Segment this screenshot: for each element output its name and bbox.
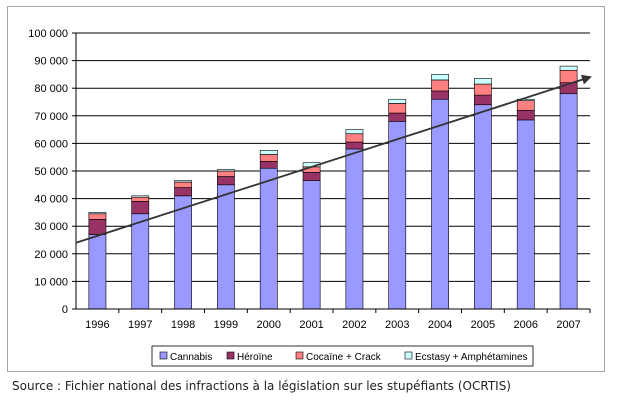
- y-tick-label: 80 000: [34, 83, 68, 95]
- legend-label: Héroïne: [237, 352, 273, 363]
- bar-segment: [388, 121, 407, 310]
- bar-segment: [388, 112, 407, 122]
- x-tick-label: 2002: [342, 319, 366, 331]
- bar-segment: [559, 93, 578, 310]
- legend-swatch: [226, 351, 235, 360]
- bar-segment: [474, 104, 492, 310]
- bar-segment: [217, 176, 235, 186]
- bar-segment: [174, 181, 192, 188]
- bar-segment: [345, 129, 364, 135]
- bar-segment: [259, 161, 278, 169]
- x-tick-label: 1997: [128, 319, 152, 331]
- bar-segment: [131, 196, 150, 202]
- legend-label: Ecstasy + Amphétamines: [415, 352, 528, 363]
- bar-segment: [474, 78, 492, 85]
- legend-swatch: [295, 351, 304, 360]
- bar-segment: [388, 103, 407, 114]
- bar-segment: [88, 212, 107, 215]
- bar-segment: [431, 90, 449, 100]
- y-tick-label: 70 000: [34, 111, 68, 123]
- bar-segment: [259, 150, 278, 155]
- bar-segment: [474, 83, 492, 96]
- x-tick-label: 1998: [171, 319, 195, 331]
- legend-label: Cannabis: [170, 352, 212, 363]
- bar-segment: [345, 141, 364, 150]
- x-tick-label: 2005: [471, 319, 495, 331]
- y-tick-label: 0: [62, 304, 68, 316]
- bar-segment: [559, 65, 578, 71]
- x-tick-label: 2003: [385, 319, 409, 331]
- y-tick-label: 50 000: [34, 166, 68, 178]
- bar-segment: [131, 201, 150, 215]
- y-tick-label: 20 000: [34, 249, 68, 261]
- y-tick-label: 60 000: [34, 138, 68, 150]
- y-tick-label: 40 000: [34, 194, 68, 206]
- bar-segment: [388, 98, 407, 104]
- bar-segment: [431, 98, 449, 310]
- chart-frame: 0 10 000 20 000 30 000 40 000 50 000 60 000 70 …: [7, 6, 605, 372]
- bar-segment: [474, 94, 492, 106]
- bar-segment: [217, 169, 235, 172]
- y-tick-label: 90 000: [34, 56, 68, 68]
- y-tick-label: 100 000: [28, 28, 68, 40]
- legend-box: [151, 345, 534, 367]
- bar-segment: [345, 133, 364, 143]
- stacked-bar-chart: 0 10 000 20 000 30 000 40 000 50 000 60 000 70 …: [28, 28, 592, 367]
- x-tick-label: 2006: [514, 319, 538, 331]
- bar-segment: [217, 170, 235, 177]
- bar-segment: [259, 154, 278, 162]
- x-tick-label: 2001: [299, 319, 323, 331]
- bar-segment: [302, 180, 321, 310]
- bar-segment: [174, 195, 192, 310]
- bar-segment: [174, 187, 192, 197]
- bar-segment: [431, 79, 449, 92]
- bar-segment: [516, 100, 535, 111]
- trend-arrow: [75, 74, 592, 244]
- bar-segment: [431, 74, 449, 81]
- bar-segment: [88, 213, 107, 220]
- bar-segment: [88, 234, 107, 310]
- x-tick-label: 1999: [214, 319, 238, 331]
- bar-segment: [302, 172, 321, 181]
- bar-segment: [559, 69, 578, 83]
- x-tick-label: 2000: [257, 319, 281, 331]
- bar-segment: [345, 148, 364, 310]
- bar-segment: [131, 195, 150, 198]
- bar-segment: [259, 167, 278, 310]
- bar-segment: [174, 180, 192, 183]
- legend-label: Cocaïne + Crack: [306, 352, 382, 363]
- bar-segment: [217, 184, 235, 310]
- y-tick-label: 30 000: [34, 221, 68, 233]
- bar-segment: [131, 213, 150, 310]
- bar-segment: [88, 219, 107, 235]
- bar-segment: [516, 109, 535, 121]
- legend-swatch: [404, 351, 413, 360]
- x-tick-label: 2007: [556, 319, 580, 331]
- y-tick-label: 10 000: [34, 276, 68, 288]
- source-caption: Source : Fichier national des infraction…: [12, 379, 511, 393]
- legend-swatch: [159, 351, 168, 360]
- x-tick-label: 1996: [85, 319, 109, 331]
- bar-segment: [516, 119, 535, 310]
- x-tick-label: 2004: [428, 319, 452, 331]
